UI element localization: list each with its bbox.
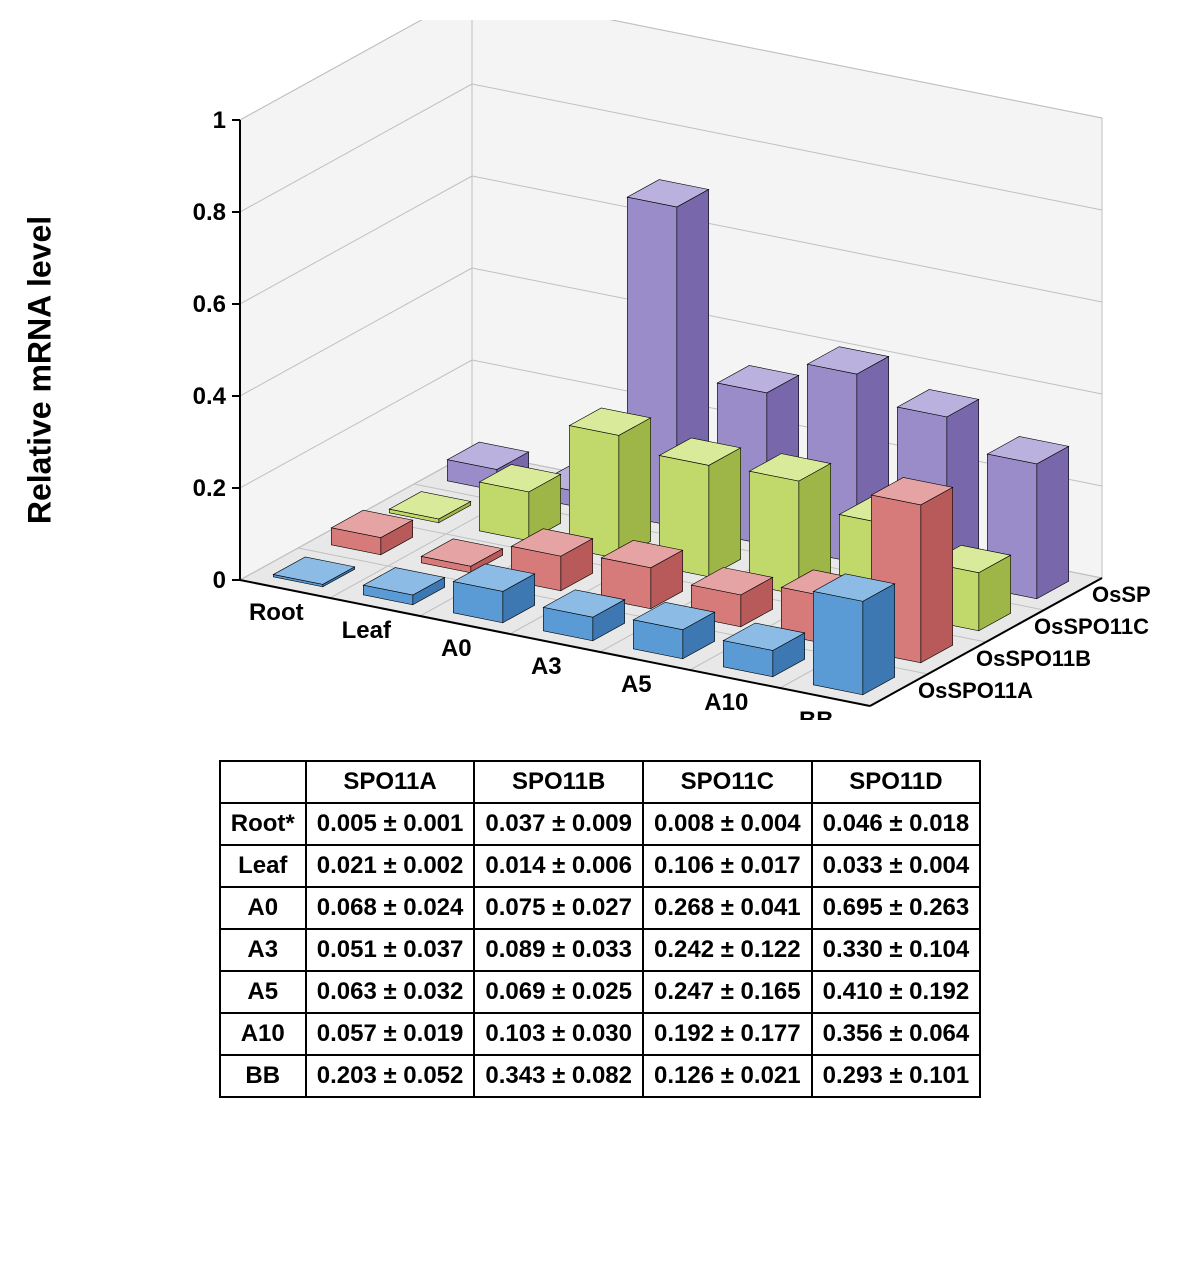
table-cell: 0.005 ± 0.001 [306, 803, 475, 845]
table-cell: 0.075 ± 0.027 [474, 887, 643, 929]
table-cell: 0.014 ± 0.006 [474, 845, 643, 887]
table-cell: 0.068 ± 0.024 [306, 887, 475, 929]
table-cell: 0.242 ± 0.122 [643, 929, 812, 971]
table-header-cell: SPO11A [306, 761, 475, 803]
svg-text:A0: A0 [441, 635, 472, 662]
table-cell: 0.008 ± 0.004 [643, 803, 812, 845]
table-cell: 0.037 ± 0.009 [474, 803, 643, 845]
table-cell: 0.126 ± 0.021 [643, 1055, 812, 1097]
svg-text:A5: A5 [621, 671, 652, 698]
table-cell: 0.695 ± 0.263 [812, 887, 981, 929]
table-row: Leaf0.021 ± 0.0020.014 ± 0.0060.106 ± 0.… [220, 845, 980, 887]
table-cell: 0.069 ± 0.025 [474, 971, 643, 1013]
svg-text:A10: A10 [704, 689, 748, 716]
svg-text:0.6: 0.6 [193, 291, 226, 318]
svg-text:OsSPO11A: OsSPO11A [918, 678, 1033, 703]
table-cell: 0.051 ± 0.037 [306, 929, 475, 971]
svg-text:OsSPO11B: OsSPO11B [976, 646, 1091, 671]
table-row-header: A5 [220, 971, 306, 1013]
table-cell: 0.268 ± 0.041 [643, 887, 812, 929]
table-row-header: A10 [220, 1013, 306, 1055]
table-cell: 0.330 ± 0.104 [812, 929, 981, 971]
table-cell: 0.021 ± 0.002 [306, 845, 475, 887]
table-cell: 0.192 ± 0.177 [643, 1013, 812, 1055]
table-cell: 0.247 ± 0.165 [643, 971, 812, 1013]
svg-text:Leaf: Leaf [342, 617, 392, 644]
table-header-cell: SPO11C [643, 761, 812, 803]
svg-text:A3: A3 [531, 653, 562, 680]
svg-text:OsSPO11C: OsSPO11C [1034, 614, 1149, 639]
svg-text:1: 1 [213, 107, 226, 134]
table-header-cell [220, 761, 306, 803]
table-cell: 0.293 ± 0.101 [812, 1055, 981, 1097]
table-header-cell: SPO11D [812, 761, 981, 803]
table-row: A50.063 ± 0.0320.069 ± 0.0250.247 ± 0.16… [220, 971, 980, 1013]
table-row: BB0.203 ± 0.0520.343 ± 0.0820.126 ± 0.02… [220, 1055, 980, 1097]
table-cell: 0.089 ± 0.033 [474, 929, 643, 971]
svg-text:0.8: 0.8 [193, 199, 226, 226]
table-cell: 0.063 ± 0.032 [306, 971, 475, 1013]
table-row: A00.068 ± 0.0240.075 ± 0.0270.268 ± 0.04… [220, 887, 980, 929]
table-cell: 0.410 ± 0.192 [812, 971, 981, 1013]
table-row-header: BB [220, 1055, 306, 1097]
table-cell: 0.106 ± 0.017 [643, 845, 812, 887]
table-cell: 0.057 ± 0.019 [306, 1013, 475, 1055]
table-row: A100.057 ± 0.0190.103 ± 0.0300.192 ± 0.1… [220, 1013, 980, 1055]
table-cell: 0.203 ± 0.052 [306, 1055, 475, 1097]
svg-text:BB: BB [799, 707, 834, 720]
table-cell: 0.356 ± 0.064 [812, 1013, 981, 1055]
table-row-header: A3 [220, 929, 306, 971]
table-row-header: Leaf [220, 845, 306, 887]
table-row: Root*0.005 ± 0.0010.037 ± 0.0090.008 ± 0… [220, 803, 980, 845]
svg-text:0.4: 0.4 [193, 383, 227, 410]
svg-text:OsSPO11D: OsSPO11D [1092, 582, 1150, 607]
table-row: A30.051 ± 0.0370.089 ± 0.0330.242 ± 0.12… [220, 929, 980, 971]
table-row-header: A0 [220, 887, 306, 929]
chart-3d-bar: Relative mRNA level 00.20.40.60.81RootLe… [50, 20, 1150, 720]
svg-text:Root: Root [249, 599, 304, 626]
y-axis-label: Relative mRNA level [22, 216, 59, 524]
figure: Relative mRNA level 0 0.2 0.4 0.6 0.8 1 Root Le… [20, 20, 1180, 1098]
table-cell: 0.343 ± 0.082 [474, 1055, 643, 1097]
svg-text:0: 0 [213, 567, 226, 594]
table-row-header: Root* [220, 803, 306, 845]
table-header-cell: SPO11B [474, 761, 643, 803]
table-cell: 0.033 ± 0.004 [812, 845, 981, 887]
table-cell: 0.046 ± 0.018 [812, 803, 981, 845]
svg-text:0.2: 0.2 [193, 475, 226, 502]
data-table: SPO11ASPO11BSPO11CSPO11DRoot*0.005 ± 0.0… [219, 760, 981, 1098]
table-cell: 0.103 ± 0.030 [474, 1013, 643, 1055]
chart-svg: 0 0.2 0.4 0.6 0.8 1 Root Leaf A0 A3 A5 A10 BB OsSPO11… [50, 20, 1150, 720]
